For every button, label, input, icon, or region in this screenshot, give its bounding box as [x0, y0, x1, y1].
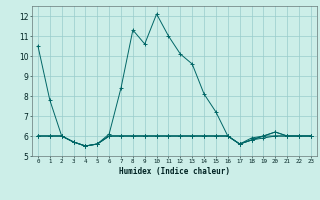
X-axis label: Humidex (Indice chaleur): Humidex (Indice chaleur): [119, 167, 230, 176]
